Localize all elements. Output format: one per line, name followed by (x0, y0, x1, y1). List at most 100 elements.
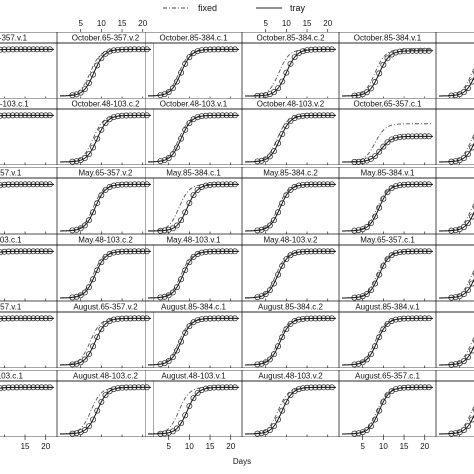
observation-point (372, 213, 379, 220)
observation-point (328, 384, 335, 391)
series-tray-line (438, 278, 474, 299)
observation-point (110, 47, 117, 54)
series-fixed-line (341, 48, 433, 97)
observation-point (9, 181, 16, 188)
observation-point (417, 384, 424, 391)
observation-point (231, 181, 238, 188)
observation-point (291, 318, 298, 324)
observation-point (110, 386, 117, 393)
observation-point (34, 384, 41, 391)
observation-point (123, 181, 130, 188)
panel-strip-label: May.85-384.c.2 (263, 169, 318, 178)
observation-point (254, 227, 261, 234)
series-tray-line (147, 183, 239, 232)
observation-point (283, 192, 290, 199)
observation-point (409, 133, 416, 140)
series-tray-line (438, 345, 474, 366)
observation-point (135, 384, 142, 391)
panel-frame (57, 108, 154, 165)
observation-point (409, 47, 416, 54)
panel-strip-label: May.85-384.v.1 (361, 169, 416, 178)
series-tray-line (147, 250, 239, 299)
observation-point (231, 248, 238, 255)
observation-point (17, 46, 24, 53)
observation-point (291, 54, 298, 61)
observation-point (182, 126, 189, 133)
observation-point (190, 253, 197, 260)
observation-point (295, 386, 302, 393)
observation-point (90, 144, 97, 151)
observation-point (425, 133, 432, 140)
observation-point (186, 323, 193, 330)
observation-point (46, 248, 53, 255)
top-axis-tick-label: 15 (303, 19, 312, 28)
legend-fixed-label: fixed (198, 3, 217, 13)
observation-point (135, 181, 142, 188)
panel-strip-label: May.48-103.v.1 (167, 236, 222, 245)
observation-point (392, 183, 399, 190)
observation-point (143, 315, 150, 322)
panel-strip-label: October.85-384.v.1 (354, 34, 422, 43)
observation-point (81, 289, 88, 296)
observation-point (316, 248, 323, 255)
observation-point (425, 384, 432, 391)
observation-point (359, 359, 366, 366)
observation-point (73, 158, 80, 165)
observation-point (26, 315, 33, 322)
observation-point (81, 356, 88, 363)
panel-strip-label: August.65-357.v.2 (73, 303, 138, 312)
observation-point (178, 276, 185, 283)
observation-point (401, 48, 407, 55)
observation-point (291, 115, 298, 121)
panel-frame (57, 380, 154, 437)
observation-point (227, 112, 234, 119)
observation-point (85, 423, 92, 430)
observation-point (469, 78, 474, 85)
series-fixed-line (0, 386, 54, 389)
observation-point (355, 294, 362, 301)
panel: 357.v.1 (0, 167, 57, 234)
observation-point (198, 387, 205, 393)
observation-point (304, 384, 310, 391)
observation-point (157, 430, 164, 437)
observation-point (90, 71, 97, 78)
observation-point (308, 315, 315, 322)
panel-strip-label: October.48-103.v.2 (257, 100, 325, 109)
panel-frame (339, 42, 436, 99)
panel: May.48-103.c.2 (57, 234, 154, 301)
observation-point (376, 204, 383, 211)
observation-point (324, 384, 331, 391)
observation-point (299, 181, 306, 188)
observation-point (392, 250, 399, 257)
observation-point (465, 220, 471, 227)
panel-frame (57, 177, 154, 234)
observation-point (207, 112, 213, 119)
panel: August.85-384.c.2 (242, 301, 339, 368)
observation-point (355, 430, 362, 437)
observation-point (131, 46, 138, 53)
series-tray-line (341, 50, 434, 97)
panel (436, 234, 474, 301)
observation-point (469, 144, 474, 151)
observation-point (34, 315, 41, 322)
observation-point (17, 181, 24, 188)
observation-point (279, 200, 286, 207)
series-tray-line (244, 183, 336, 232)
observation-point (17, 112, 24, 119)
panel-frame (339, 311, 436, 368)
observation-point (448, 294, 455, 301)
observation-point (0, 46, 4, 53)
series-tray-line (244, 250, 336, 299)
observation-point (34, 181, 41, 188)
series-tray-line (147, 317, 239, 366)
observation-point (1, 384, 8, 391)
observation-point (299, 385, 306, 392)
panel-strip-label: 357.v.1 (0, 169, 22, 178)
observation-point (46, 384, 53, 391)
observation-point (186, 403, 193, 410)
observation-point (417, 181, 424, 188)
observation-point (351, 430, 358, 437)
panel-strip-label: August.85-384.c.1 (161, 303, 226, 312)
series-tray-line (438, 414, 474, 435)
observation-point (316, 112, 323, 119)
